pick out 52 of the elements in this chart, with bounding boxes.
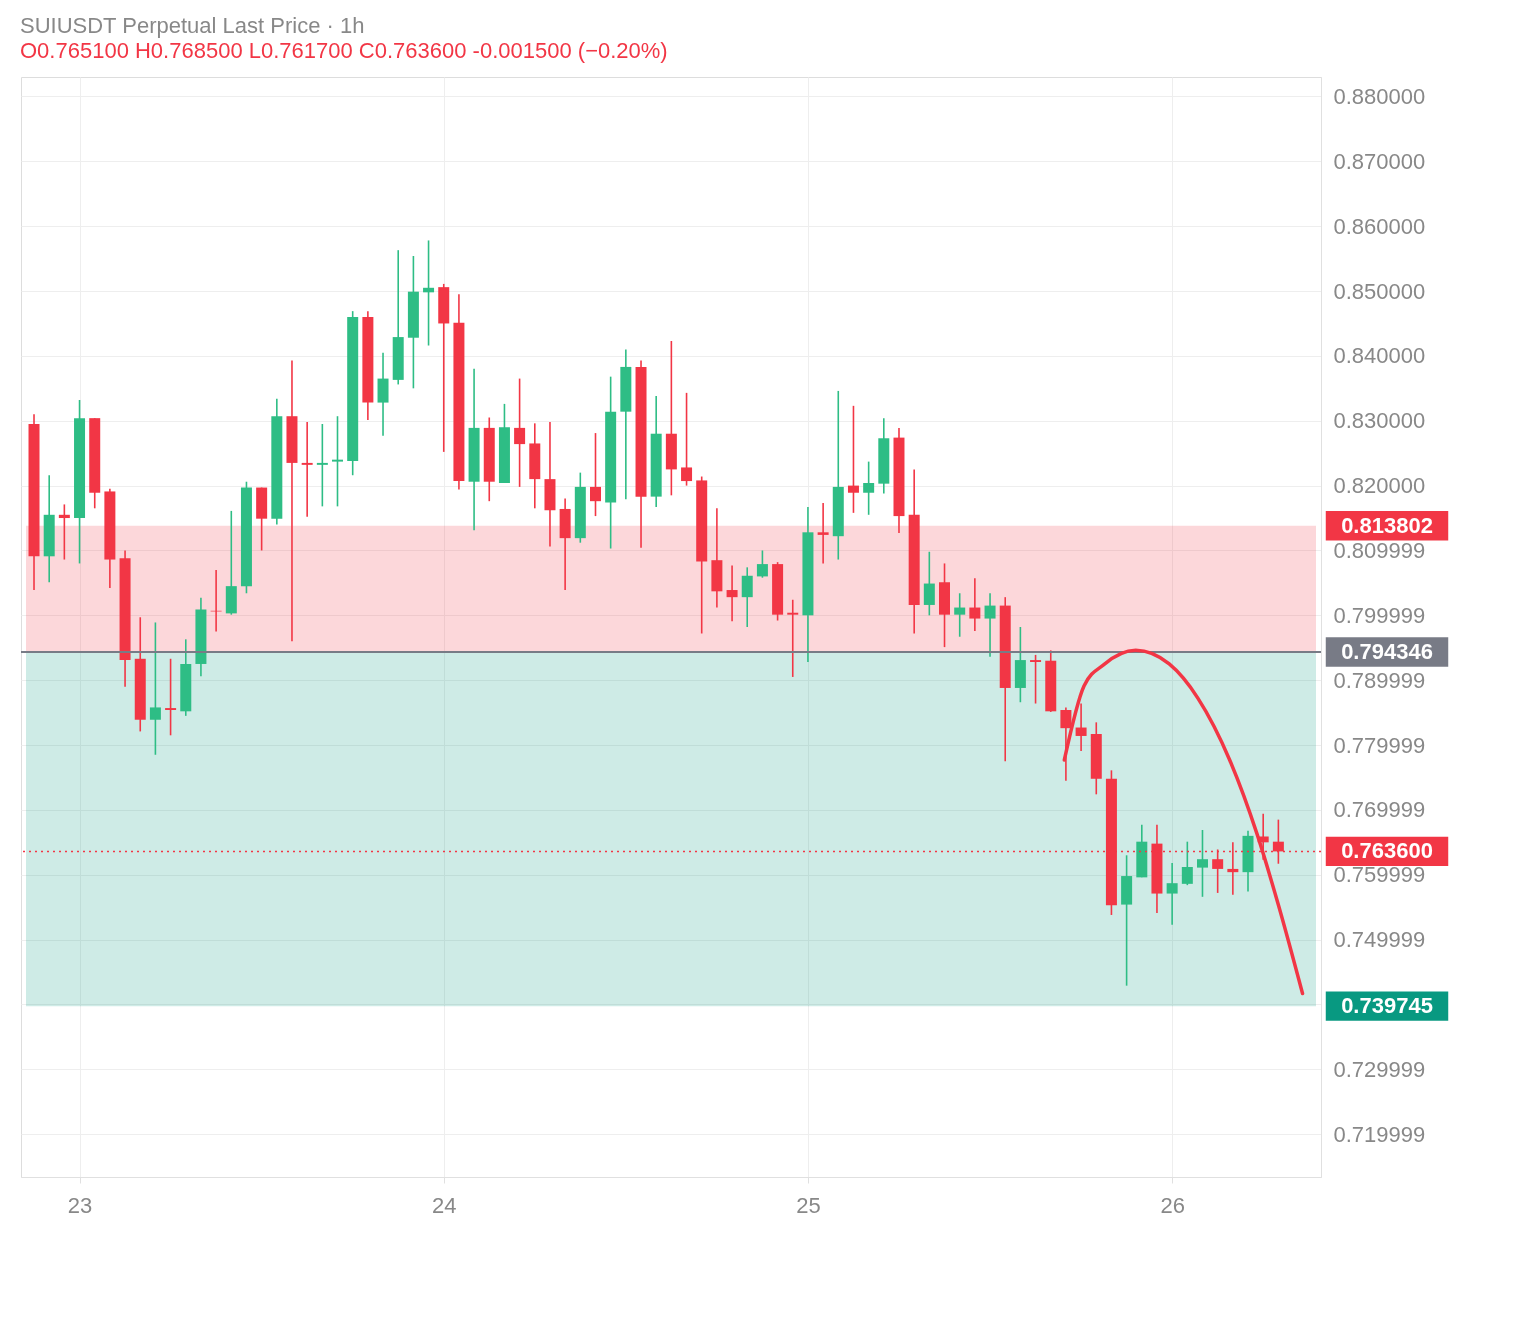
band-label: 0.739745 xyxy=(1341,993,1433,1019)
candlestick xyxy=(58,503,70,561)
candlestick xyxy=(514,377,526,488)
chart-title: SUIUSDT Perpetual Last Price · 1h xyxy=(20,13,365,38)
candlestick xyxy=(590,432,601,517)
candlestick xyxy=(1181,840,1193,886)
candlestick xyxy=(301,421,313,518)
candlestick xyxy=(332,415,343,508)
y-tick-label: 0.860000 xyxy=(1333,213,1426,239)
y-tick-label: 0.719999 xyxy=(1333,1121,1426,1147)
y-tick-label: 0.840000 xyxy=(1333,343,1426,369)
candlestick xyxy=(863,460,875,516)
y-tick-label: 0.759999 xyxy=(1333,862,1426,888)
y-tick-label: 0.749999 xyxy=(1333,927,1426,953)
ref-line-label: 0.794346 xyxy=(1341,639,1433,664)
x-tick-label: 24 xyxy=(432,1192,457,1218)
y-tick-label: 0.880000 xyxy=(1333,83,1426,109)
y-tick-label: 0.830000 xyxy=(1333,408,1426,434)
chart-subtitle: O0.765100 H0.768500 L0.761700 C0.763600 -0.001500 (−0.20%) xyxy=(20,38,668,63)
y-tick-label: 0.809999 xyxy=(1333,537,1426,563)
candlestick xyxy=(726,564,738,622)
y-tick-label: 0.850000 xyxy=(1333,278,1426,304)
y-tick-label: 0.779999 xyxy=(1333,732,1426,758)
candlestick xyxy=(817,502,829,565)
candlestick xyxy=(756,549,768,579)
y-tick-label: 0.789999 xyxy=(1333,667,1426,693)
candlestick xyxy=(165,657,177,737)
candlestick xyxy=(847,405,859,514)
candlestick xyxy=(1166,862,1178,926)
band-label: 0.813802 xyxy=(1341,512,1433,538)
y-tick-label: 0.799999 xyxy=(1333,602,1426,628)
candlestick xyxy=(787,598,799,678)
candlestick xyxy=(681,392,693,487)
candlestick xyxy=(923,550,935,617)
x-tick-label: 23 xyxy=(67,1192,93,1218)
y-tick-label: 0.769999 xyxy=(1333,797,1426,823)
candlestick xyxy=(1196,829,1208,898)
y-tick-label: 0.870000 xyxy=(1333,148,1426,174)
x-tick-label: 26 xyxy=(1160,1192,1185,1218)
y-tick-label: 0.729999 xyxy=(1333,1056,1426,1082)
candlestick xyxy=(316,423,328,508)
candlestick xyxy=(1075,702,1087,752)
candlestick xyxy=(969,577,981,632)
candlestick xyxy=(377,351,389,437)
candlestick xyxy=(149,621,161,756)
y-tick-label: 0.820000 xyxy=(1333,473,1426,499)
x-tick-label: 25 xyxy=(796,1192,821,1218)
candlestick xyxy=(984,592,996,658)
ref-line-label: 0.763600 xyxy=(1341,838,1433,864)
candlestick xyxy=(741,566,753,628)
candlestick xyxy=(1030,654,1042,705)
candlestick xyxy=(954,592,966,638)
